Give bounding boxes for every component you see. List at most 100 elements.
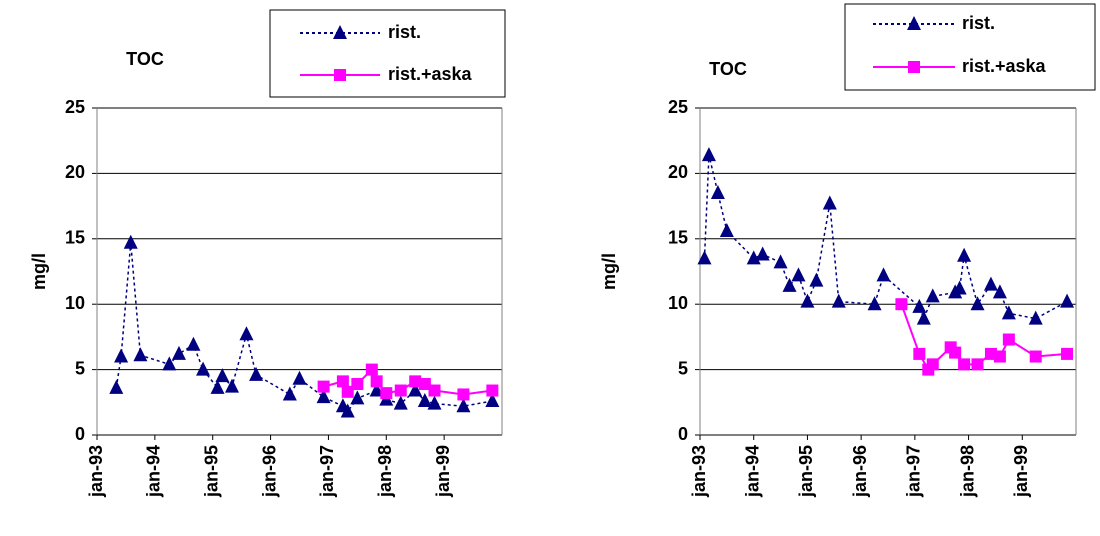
series-line (900, 303, 1068, 372)
legend-marker (334, 69, 346, 81)
triangle-marker (162, 356, 177, 371)
x-tick-label: jan-93 (689, 445, 709, 498)
x-tick-label: jan-99 (1011, 445, 1031, 498)
triangle-marker (340, 403, 355, 418)
triangle-marker (316, 389, 331, 404)
y-tick-label: 15 (668, 228, 688, 248)
square-marker (365, 363, 378, 376)
chart-title: TOC (126, 49, 164, 69)
square-marker (336, 375, 349, 388)
triangle-marker (925, 288, 940, 303)
legend-box (844, 3, 1096, 91)
x-tick-label: jan-97 (904, 445, 924, 498)
triangle-marker (249, 366, 264, 381)
x-tick-label: jan-95 (201, 445, 221, 498)
square-marker (370, 375, 383, 388)
legend-label: rist. (388, 22, 421, 42)
legend-label: rist.+aska (388, 64, 473, 84)
triangle-marker (719, 222, 734, 237)
square-marker (971, 358, 984, 371)
y-tick-label: 5 (75, 358, 85, 378)
y-tick-label: 20 (65, 162, 85, 182)
triangle-marker (239, 326, 254, 341)
triangle-marker (755, 246, 770, 261)
legend-marker (908, 61, 920, 73)
triangle-marker (123, 234, 138, 249)
triangle-marker (133, 347, 148, 362)
triangle-marker (171, 345, 186, 360)
x-tick-label: jan-97 (317, 445, 337, 498)
triangle-marker (456, 398, 471, 413)
triangle-marker (417, 392, 432, 407)
y-tick-label: 10 (668, 293, 688, 313)
triangle-marker (876, 267, 891, 282)
square-marker (993, 350, 1006, 363)
triangle-marker (225, 378, 239, 393)
triangle-marker (210, 379, 225, 394)
square-marker (341, 385, 354, 398)
y-tick-label: 15 (65, 228, 85, 248)
triangle-marker (408, 382, 423, 397)
chart-title: TOC (709, 59, 747, 79)
triangle-marker (282, 386, 297, 401)
y-tick-label: 10 (65, 293, 85, 313)
legend-label: rist.+aska (962, 56, 1047, 76)
square-marker (409, 375, 422, 388)
square-marker (958, 358, 971, 371)
legend-marker (333, 25, 347, 39)
legend-marker (907, 16, 921, 30)
y-axis-label: mg/l (599, 253, 619, 290)
square-marker (486, 384, 499, 397)
triangle-marker (710, 185, 725, 200)
chart: TOC mg/l 0 5 10 15 20 25 jan-93 jan-94 jan-95 jan-9… (599, 3, 1096, 498)
triangle-marker (701, 147, 716, 162)
square-marker (351, 377, 364, 390)
square-marker (1029, 350, 1042, 363)
x-tick-label: jan-95 (796, 445, 816, 498)
square-marker (926, 358, 939, 371)
square-marker (949, 346, 962, 359)
legend-label: rist. (962, 13, 995, 33)
triangle-marker (773, 254, 788, 269)
square-marker (418, 377, 431, 390)
triangle-marker (1028, 310, 1043, 325)
y-tick-label: 0 (75, 424, 85, 444)
x-tick-label: jan-96 (259, 445, 279, 498)
triangle-marker (970, 296, 985, 311)
x-tick-label: jan-99 (433, 445, 453, 498)
y-tick-label: 25 (65, 97, 85, 117)
series-line (703, 154, 1068, 321)
legend-box (269, 9, 506, 98)
square-marker (1002, 333, 1015, 346)
x-tick-label: jan-98 (957, 445, 977, 498)
square-marker (380, 387, 393, 400)
square-marker (1061, 347, 1074, 360)
triangle-marker (791, 267, 806, 282)
x-tick-label: jan-96 (850, 445, 870, 498)
triangle-marker (867, 296, 882, 311)
triangle-marker (1060, 293, 1075, 308)
chart: TOC mg/l 0 5 10 15 20 25 jan-93 jan-94 jan-95 jan-9… (29, 9, 506, 498)
x-tick-label: jan-98 (375, 445, 395, 498)
triangle-marker (831, 293, 846, 308)
x-tick-label: jan-94 (144, 445, 164, 498)
triangle-marker (992, 284, 1007, 299)
triangle-marker (912, 298, 927, 313)
triangle-marker (809, 272, 824, 287)
triangle-marker (983, 276, 998, 291)
triangle-marker (822, 195, 837, 210)
triangle-marker (800, 293, 815, 308)
triangle-marker (746, 250, 761, 265)
square-marker (394, 384, 407, 397)
triangle-marker (350, 390, 365, 405)
triangle-marker (1001, 305, 1016, 320)
y-tick-label: 25 (668, 97, 688, 117)
square-marker (895, 298, 908, 311)
triangle-marker (369, 382, 384, 397)
triangle-marker (916, 310, 931, 325)
triangle-marker (957, 247, 972, 262)
x-tick-label: jan-93 (86, 445, 106, 498)
square-marker (457, 388, 470, 401)
y-tick-label: 0 (678, 424, 688, 444)
